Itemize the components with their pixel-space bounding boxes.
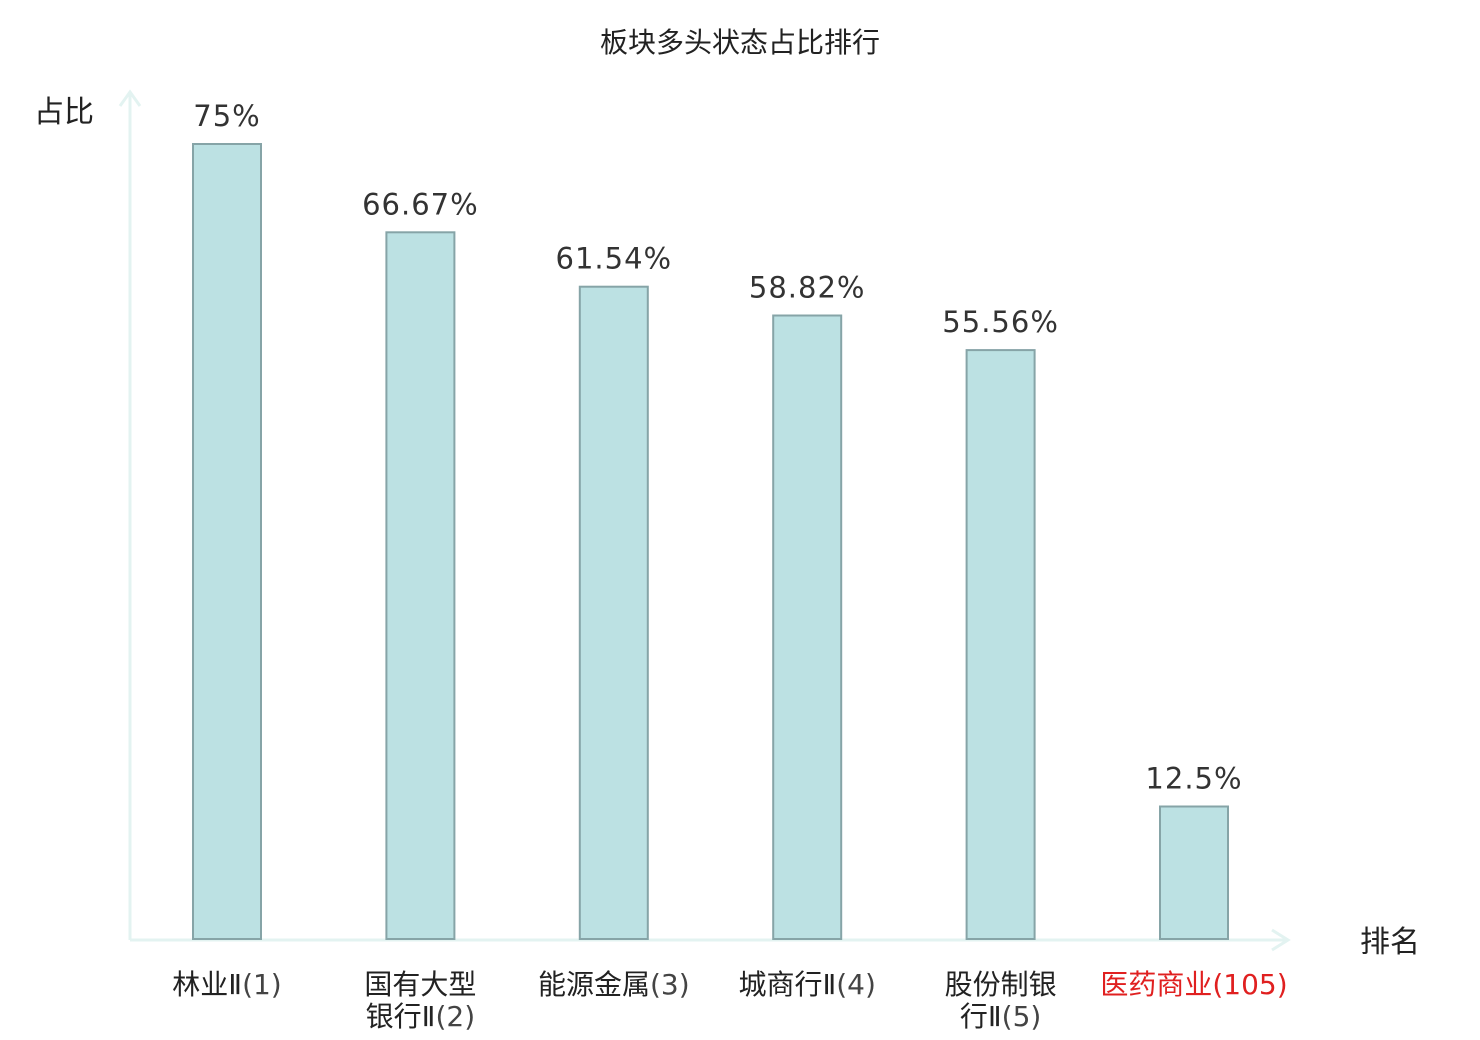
value-label-6: 12.5% bbox=[1145, 762, 1242, 796]
svg-text:股份制银: 股份制银 bbox=[945, 968, 1057, 1001]
svg-text:医药商业(105): 医药商业(105) bbox=[1100, 968, 1287, 1001]
category-label-6: 医药商业(105) bbox=[1100, 968, 1287, 1001]
bar-1 bbox=[192, 143, 262, 940]
value-label-5: 55.56% bbox=[942, 305, 1059, 339]
value-labels: 75% 66.67% 61.54% 58.82% 55.56% 12.5% bbox=[193, 99, 1242, 796]
value-label-3: 61.54% bbox=[556, 242, 673, 276]
category-label-4: 城商行Ⅱ(4) bbox=[738, 968, 875, 1001]
svg-text:能源金属(3): 能源金属(3) bbox=[538, 968, 690, 1001]
category-label-3: 能源金属(3) bbox=[538, 968, 690, 1001]
chart-title: 板块多头状态占比排行 bbox=[600, 26, 880, 59]
x-axis-arrow bbox=[1271, 928, 1291, 952]
y-axis-arrow bbox=[118, 89, 142, 107]
value-label-1: 75% bbox=[193, 99, 260, 133]
bar-5 bbox=[965, 349, 1036, 941]
bars bbox=[192, 143, 1229, 941]
svg-text:林业Ⅱ(1): 林业Ⅱ(1) bbox=[172, 968, 281, 1001]
y-axis-label: 占比 bbox=[34, 95, 94, 130]
value-label-4: 58.82% bbox=[749, 271, 866, 305]
svg-text:国有大型: 国有大型 bbox=[364, 968, 476, 1001]
svg-text:行Ⅱ(5): 行Ⅱ(5) bbox=[960, 1000, 1041, 1033]
axes bbox=[118, 89, 1291, 952]
svg-text:城商行Ⅱ(4): 城商行Ⅱ(4) bbox=[738, 968, 875, 1001]
value-label-2: 66.67% bbox=[362, 187, 479, 221]
bar-6 bbox=[1159, 805, 1229, 940]
bar-2 bbox=[385, 231, 456, 941]
bar-3 bbox=[578, 285, 649, 940]
x-axis-label: 排名 bbox=[1360, 925, 1420, 960]
bar-4 bbox=[772, 314, 843, 940]
category-label-1: 林业Ⅱ(1) bbox=[172, 968, 281, 1001]
svg-text:银行Ⅱ(2): 银行Ⅱ(2) bbox=[366, 1000, 475, 1033]
